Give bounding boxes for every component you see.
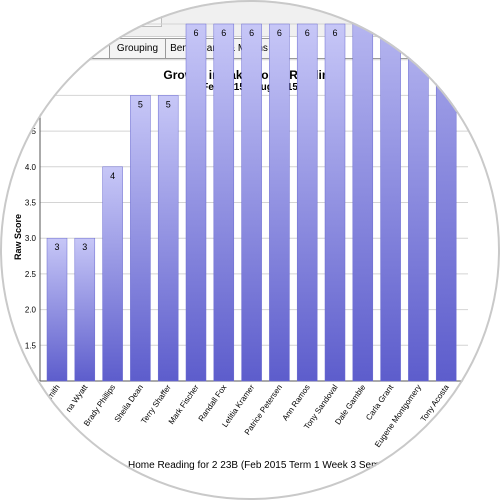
y-tick-label: 6.0 bbox=[25, 20, 37, 29]
x-tick-label: Tony Acosta bbox=[419, 383, 451, 424]
bar bbox=[435, 0, 457, 382]
x-tick-label: na Wyatt bbox=[64, 382, 90, 414]
bar-data-label: 3 bbox=[54, 242, 59, 252]
footer-caption: Home Reading for 2 23B (Feb 2015 Term 1 … bbox=[128, 460, 388, 471]
y-tick-label: 1.0 bbox=[25, 377, 37, 386]
bar bbox=[408, 0, 429, 382]
bar-data-label: 3 bbox=[82, 242, 87, 252]
bar bbox=[46, 237, 68, 382]
x-tick-label: Randall Fox bbox=[197, 383, 229, 423]
y-tick-label: 3.5 bbox=[25, 199, 37, 208]
bar bbox=[185, 23, 207, 382]
bar-data-label: 6 bbox=[249, 28, 254, 38]
y-tick-label: 5.5 bbox=[25, 56, 37, 65]
bar-data-label: 6 bbox=[332, 28, 337, 38]
y-tick-label: 3.0 bbox=[25, 234, 37, 243]
bar bbox=[130, 95, 151, 382]
bar bbox=[241, 23, 262, 382]
y-tick-label: 5.0 bbox=[25, 91, 37, 100]
x-tick-label: mith bbox=[46, 383, 62, 401]
bar-data-label: 5 bbox=[166, 99, 171, 109]
bar bbox=[296, 23, 318, 382]
y-tick-label: 4.0 bbox=[25, 163, 37, 172]
bar bbox=[157, 95, 179, 382]
y-tick-label: 4.5 bbox=[25, 127, 37, 136]
bar-data-label: 6 bbox=[277, 28, 282, 38]
y-tick-label: 2.5 bbox=[25, 270, 37, 279]
bar-data-label: 6 bbox=[221, 28, 226, 38]
bar-data-label: 5 bbox=[138, 99, 143, 109]
bar bbox=[269, 23, 290, 382]
x-tick-label: Carla Grant bbox=[364, 382, 396, 422]
top-toolbar-box bbox=[100, 0, 162, 27]
bar-data-label: 6 bbox=[305, 28, 310, 38]
bar bbox=[380, 0, 401, 382]
bar-data-label: 6 bbox=[193, 28, 198, 38]
x-tick-label: Ann Ramos bbox=[280, 383, 311, 422]
bar-data-label: 4 bbox=[110, 171, 115, 181]
bar bbox=[74, 237, 96, 382]
y-tick-label: 1.5 bbox=[25, 341, 37, 350]
bar bbox=[352, 0, 374, 382]
bar bbox=[102, 166, 123, 382]
bar bbox=[324, 23, 346, 382]
y-tick-label: 2.0 bbox=[25, 306, 37, 315]
bar bbox=[213, 23, 235, 382]
